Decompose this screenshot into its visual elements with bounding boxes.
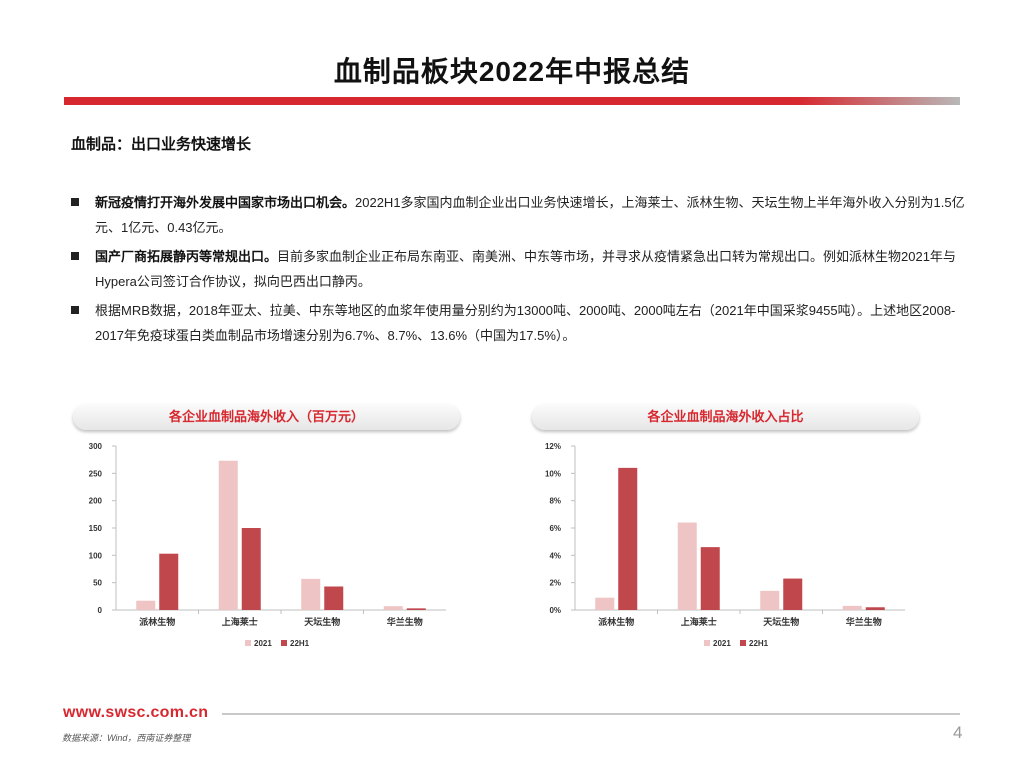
bar-22H1 xyxy=(700,547,720,610)
bar-22H1 xyxy=(865,607,885,610)
x-category-label: 派林生物 xyxy=(139,616,175,627)
bar-22H1 xyxy=(618,467,638,610)
legend-label: 2021 xyxy=(254,639,272,648)
revenue-bar-chart: 0 50 100 150 200 250 300 派林生物 上海莱士 天坛生物 华兰生物 2021 22… xyxy=(89,442,446,648)
x-category-label: 天坛生物 xyxy=(763,616,799,627)
y-tick-label: 6% xyxy=(549,524,561,533)
bullet-square-icon xyxy=(71,306,79,314)
legend-label: 22H1 xyxy=(749,639,769,648)
bullet-item: 新冠疫情打开海外发展中国家市场出口机会。2022H1多家国内血制企业出口业务快速… xyxy=(71,190,971,240)
bar-2021 xyxy=(218,460,238,610)
bullet-item: 国产厂商拓展静丙等常规出口。目前多家血制企业正布局东南亚、南美洲、中东等市场，并… xyxy=(71,244,971,294)
y-tick-label: 2% xyxy=(549,579,561,588)
legend-label: 2021 xyxy=(713,639,731,648)
y-tick-label: 150 xyxy=(89,524,103,533)
bullet-square-icon xyxy=(71,252,79,260)
y-tick-label: 4% xyxy=(549,551,561,560)
bullet-item: 根据MRB数据，2018年亚太、拉美、中东等地区的血浆年使用量分别约为13000… xyxy=(71,298,971,348)
page-title: 血制品板块2022年中报总结 xyxy=(333,56,691,87)
y-tick-label: 50 xyxy=(93,579,102,588)
x-category-label: 上海莱士 xyxy=(222,616,258,627)
footer-url[interactable]: www.swsc.com.cn xyxy=(63,704,209,721)
y-tick-label: 100 xyxy=(89,551,103,560)
bar-2021 xyxy=(136,600,156,610)
bullet-text: 目前多家血制企业正布局东南亚、南美洲、中东等市场，并寻求从疫情紧急出口转为常规出… xyxy=(95,249,956,289)
title-divider xyxy=(64,97,960,105)
x-category-label: 华兰生物 xyxy=(387,616,423,627)
bullet-text: 根据MRB数据，2018年亚太、拉美、中东等地区的血浆年使用量分别约为13000… xyxy=(95,303,956,343)
y-tick-label: 0% xyxy=(549,606,561,615)
bullet-square-icon xyxy=(71,198,79,206)
y-tick-label: 200 xyxy=(89,497,103,506)
y-tick-label: 8% xyxy=(549,497,561,506)
bullet-list: 新冠疫情打开海外发展中国家市场出口机会。2022H1多家国内血制企业出口业务快速… xyxy=(71,190,971,352)
bar-22H1 xyxy=(241,528,261,610)
bar-22H1 xyxy=(406,608,426,610)
bullet-bold: 新冠疫情打开海外发展中国家市场出口机会。 xyxy=(95,195,356,210)
x-category-label: 派林生物 xyxy=(598,616,634,627)
bar-22H1 xyxy=(159,553,179,610)
footer-divider xyxy=(222,713,960,715)
bullet-text: 2022H1多家国内血制企业出口业务快速增长，上海莱士、派林生物、天坛生物上半年… xyxy=(95,195,965,235)
x-category-label: 华兰生物 xyxy=(846,616,882,627)
section-subtitle: 血制品：出口业务快速增长 xyxy=(71,136,252,153)
x-category-label: 上海莱士 xyxy=(681,616,717,627)
bar-2021 xyxy=(595,597,615,610)
bar-2021 xyxy=(760,590,780,610)
bar-2021 xyxy=(301,578,321,610)
legend-swatch xyxy=(281,640,287,646)
bar-22H1 xyxy=(783,578,803,610)
y-tick-label: 10% xyxy=(545,469,561,478)
bar-2021 xyxy=(842,605,862,610)
legend-swatch xyxy=(704,640,710,646)
bar-22H1 xyxy=(324,586,344,610)
share-bar-chart: 0% 2% 4% 6% 8% 10% 12% 派林生物 上海莱士 天坛生物 华兰生物 2021 22H1 xyxy=(545,442,905,648)
page-number: 4 xyxy=(953,723,963,742)
y-tick-label: 0 xyxy=(98,606,103,615)
bar-2021 xyxy=(383,606,403,610)
chart-title-revenue: 各企业血制品海外收入（百万元） xyxy=(73,404,460,430)
data-source: 数据来源：Wind，西南证券整理 xyxy=(62,733,191,743)
y-tick-label: 12% xyxy=(545,442,561,451)
bar-2021 xyxy=(677,522,697,610)
legend-label: 22H1 xyxy=(290,639,310,648)
y-tick-label: 250 xyxy=(89,469,103,478)
chart-title-share: 各企业血制品海外收入占比 xyxy=(532,404,919,430)
legend-swatch xyxy=(245,640,251,646)
bullet-bold: 国产厂商拓展静丙等常规出口。 xyxy=(95,249,278,264)
y-tick-label: 300 xyxy=(89,442,103,451)
legend-swatch xyxy=(740,640,746,646)
x-category-label: 天坛生物 xyxy=(304,616,340,627)
